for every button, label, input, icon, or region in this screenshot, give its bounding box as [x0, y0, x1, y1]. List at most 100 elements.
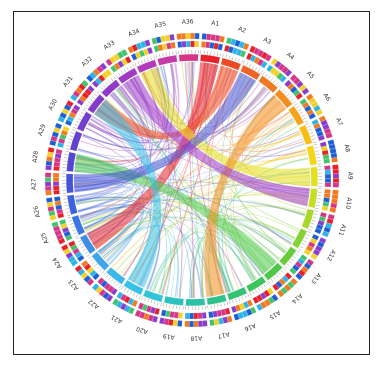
tick-mark — [132, 64, 135, 68]
segment-label: A18 — [190, 334, 202, 341]
inner-track-cell — [317, 134, 325, 142]
tick-mark — [288, 261, 292, 264]
inner-track-cell — [272, 283, 280, 292]
tick-mark — [65, 150, 69, 152]
tick-mark — [120, 70, 124, 75]
tick-mark — [312, 216, 317, 219]
tick-mark — [74, 124, 78, 126]
tick-mark — [150, 299, 153, 304]
outer-track-cell — [256, 303, 264, 312]
tick-mark — [213, 51, 215, 56]
segment-label: A33 — [102, 39, 116, 51]
inner-track-cell — [197, 312, 203, 319]
tick-mark — [66, 211, 70, 213]
chord-link — [103, 157, 309, 260]
tick-mark — [228, 55, 231, 60]
chord-link — [184, 61, 195, 299]
tick-mark — [316, 157, 321, 159]
tick-mark — [72, 129, 76, 131]
segment-label: A28 — [31, 150, 40, 163]
inner-track-cell — [324, 178, 332, 183]
outer-track-cell — [310, 252, 318, 261]
segment-arc — [301, 208, 315, 230]
segment-arc — [69, 130, 83, 152]
tick-mark — [77, 117, 81, 120]
inner-track-cell — [124, 56, 132, 64]
segment-arc — [66, 151, 77, 173]
segment-arc — [240, 64, 261, 81]
tick-mark — [101, 270, 105, 274]
tick-mark — [305, 122, 309, 125]
tick-mark — [273, 276, 276, 280]
tick-mark — [216, 52, 218, 57]
tick-mark — [222, 53, 224, 58]
segment-arc — [105, 266, 126, 285]
segment-label: A10 — [344, 197, 353, 210]
inner-track-cell — [185, 40, 191, 48]
tick-mark — [265, 74, 268, 78]
chord-link — [81, 151, 308, 225]
segment-arc — [263, 262, 283, 281]
inner-track-cell — [181, 41, 187, 48]
tick-mark — [296, 106, 300, 109]
tick-mark — [241, 296, 244, 300]
inner-track-cell — [55, 148, 63, 155]
tick-mark — [103, 84, 106, 88]
tick-mark — [278, 272, 281, 276]
tick-mark — [279, 86, 283, 90]
tick-mark — [232, 299, 234, 304]
tick-mark — [100, 87, 104, 90]
outer-track-cell — [332, 164, 339, 170]
tick-mark — [294, 103, 298, 106]
inner-track-cell — [323, 158, 331, 164]
outer-track-cell — [202, 320, 208, 327]
tick-mark — [315, 153, 320, 155]
tick-mark — [123, 69, 126, 73]
tick-mark — [311, 138, 316, 140]
inner-track-cell — [279, 75, 287, 83]
outer-track-cell — [315, 108, 324, 116]
inner-track-cell — [62, 125, 70, 133]
tick-mark — [284, 266, 288, 269]
segment-arc — [306, 144, 318, 166]
tick-mark — [220, 53, 222, 57]
chord-link — [218, 205, 306, 293]
tick-mark — [270, 278, 274, 282]
tick-mark — [113, 281, 117, 284]
tick-mark — [68, 220, 73, 222]
chord-link — [77, 148, 136, 213]
inner-track-cell — [177, 41, 183, 48]
tick-mark — [70, 132, 75, 134]
tick-mark — [162, 53, 164, 57]
tick-mark — [315, 150, 319, 152]
tick-mark — [286, 93, 290, 97]
inner-track-cell — [201, 312, 207, 319]
chord-link — [188, 61, 228, 294]
tick-mark — [268, 280, 271, 284]
segment-arc — [178, 53, 199, 62]
tick-mark — [79, 243, 83, 246]
segment-label: A27 — [30, 178, 37, 190]
segment-label: A31 — [62, 75, 75, 89]
tick-mark — [134, 63, 137, 67]
tick-mark — [246, 62, 248, 66]
chord-link-major — [140, 67, 311, 187]
tick-mark — [67, 141, 72, 144]
segment-label: A6 — [322, 92, 332, 103]
outer-track-cell — [54, 122, 63, 130]
tick-mark — [88, 101, 91, 105]
inner-track-cell — [160, 309, 167, 317]
outer-track-cell — [193, 320, 199, 328]
outer-track-cell — [331, 157, 338, 163]
outer-track-cell — [144, 39, 151, 47]
chord-link-major — [94, 99, 162, 288]
segment-label: A12 — [325, 248, 337, 262]
chord-link — [244, 112, 308, 162]
inner-track-cell — [189, 312, 194, 320]
tick-mark — [166, 303, 168, 308]
inner-track-cell — [52, 172, 60, 178]
outer-track-cell — [74, 264, 83, 273]
outer-track-cell — [185, 32, 191, 40]
segment-arc — [287, 105, 305, 127]
tick-mark — [297, 108, 302, 112]
